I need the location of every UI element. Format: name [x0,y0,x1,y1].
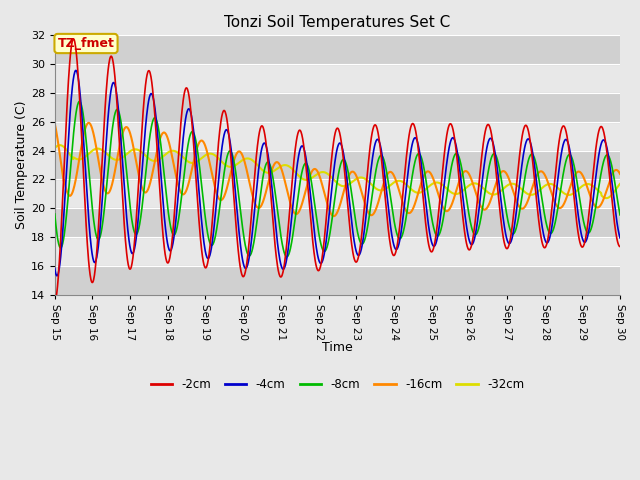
-4cm [164,240,172,246]
-16cm [240,157,248,163]
-8cm [616,212,624,218]
-8cm [163,200,171,205]
-2cm [163,260,171,265]
Line: -16cm: -16cm [55,123,620,216]
-32cm [616,181,624,187]
-2cm [70,36,77,42]
-16cm [177,190,185,195]
-2cm [426,245,433,251]
Line: -2cm: -2cm [55,39,620,302]
-2cm [240,273,248,279]
-32cm [56,142,64,148]
-4cm [53,273,61,279]
-2cm [549,192,557,198]
-4cm [241,264,248,270]
-32cm [602,195,610,201]
Text: TZ_fmet: TZ_fmet [58,37,115,50]
Title: Tonzi Soil Temperatures Set C: Tonzi Soil Temperatures Set C [224,15,451,30]
-16cm [51,120,59,126]
-16cm [500,168,508,174]
-32cm [426,183,433,189]
Bar [55,36,620,64]
-4cm [616,235,624,241]
-8cm [426,204,434,210]
-2cm [499,235,507,240]
X-axis label: Time: Time [322,341,353,354]
-8cm [177,200,185,205]
Line: -4cm: -4cm [55,71,620,276]
-8cm [500,192,508,198]
Line: -32cm: -32cm [55,145,620,198]
-2cm [177,120,185,126]
-32cm [240,156,248,162]
Legend: -2cm, -4cm, -8cm, -16cm, -32cm: -2cm, -4cm, -8cm, -16cm, -32cm [146,373,529,396]
Bar [55,93,620,122]
-16cm [426,169,434,175]
-8cm [283,254,291,260]
-4cm [72,68,80,73]
-32cm [499,186,507,192]
Line: -8cm: -8cm [55,101,620,257]
Bar [55,151,620,180]
-32cm [549,182,557,188]
-4cm [426,231,434,237]
-4cm [177,156,185,162]
-2cm [616,244,624,250]
-8cm [240,236,248,241]
-16cm [616,171,624,177]
-4cm [51,265,59,271]
-16cm [163,133,171,139]
Bar [55,208,620,237]
-8cm [51,211,59,217]
-32cm [51,145,59,151]
-4cm [500,219,508,225]
Y-axis label: Soil Temperature (C): Soil Temperature (C) [15,101,28,229]
-32cm [163,150,171,156]
-8cm [76,98,83,104]
-16cm [550,196,557,202]
-8cm [550,226,557,231]
-2cm [51,299,59,305]
-4cm [550,212,557,217]
Bar [55,266,620,295]
-16cm [330,213,337,219]
-32cm [177,152,185,158]
-16cm [84,120,92,126]
